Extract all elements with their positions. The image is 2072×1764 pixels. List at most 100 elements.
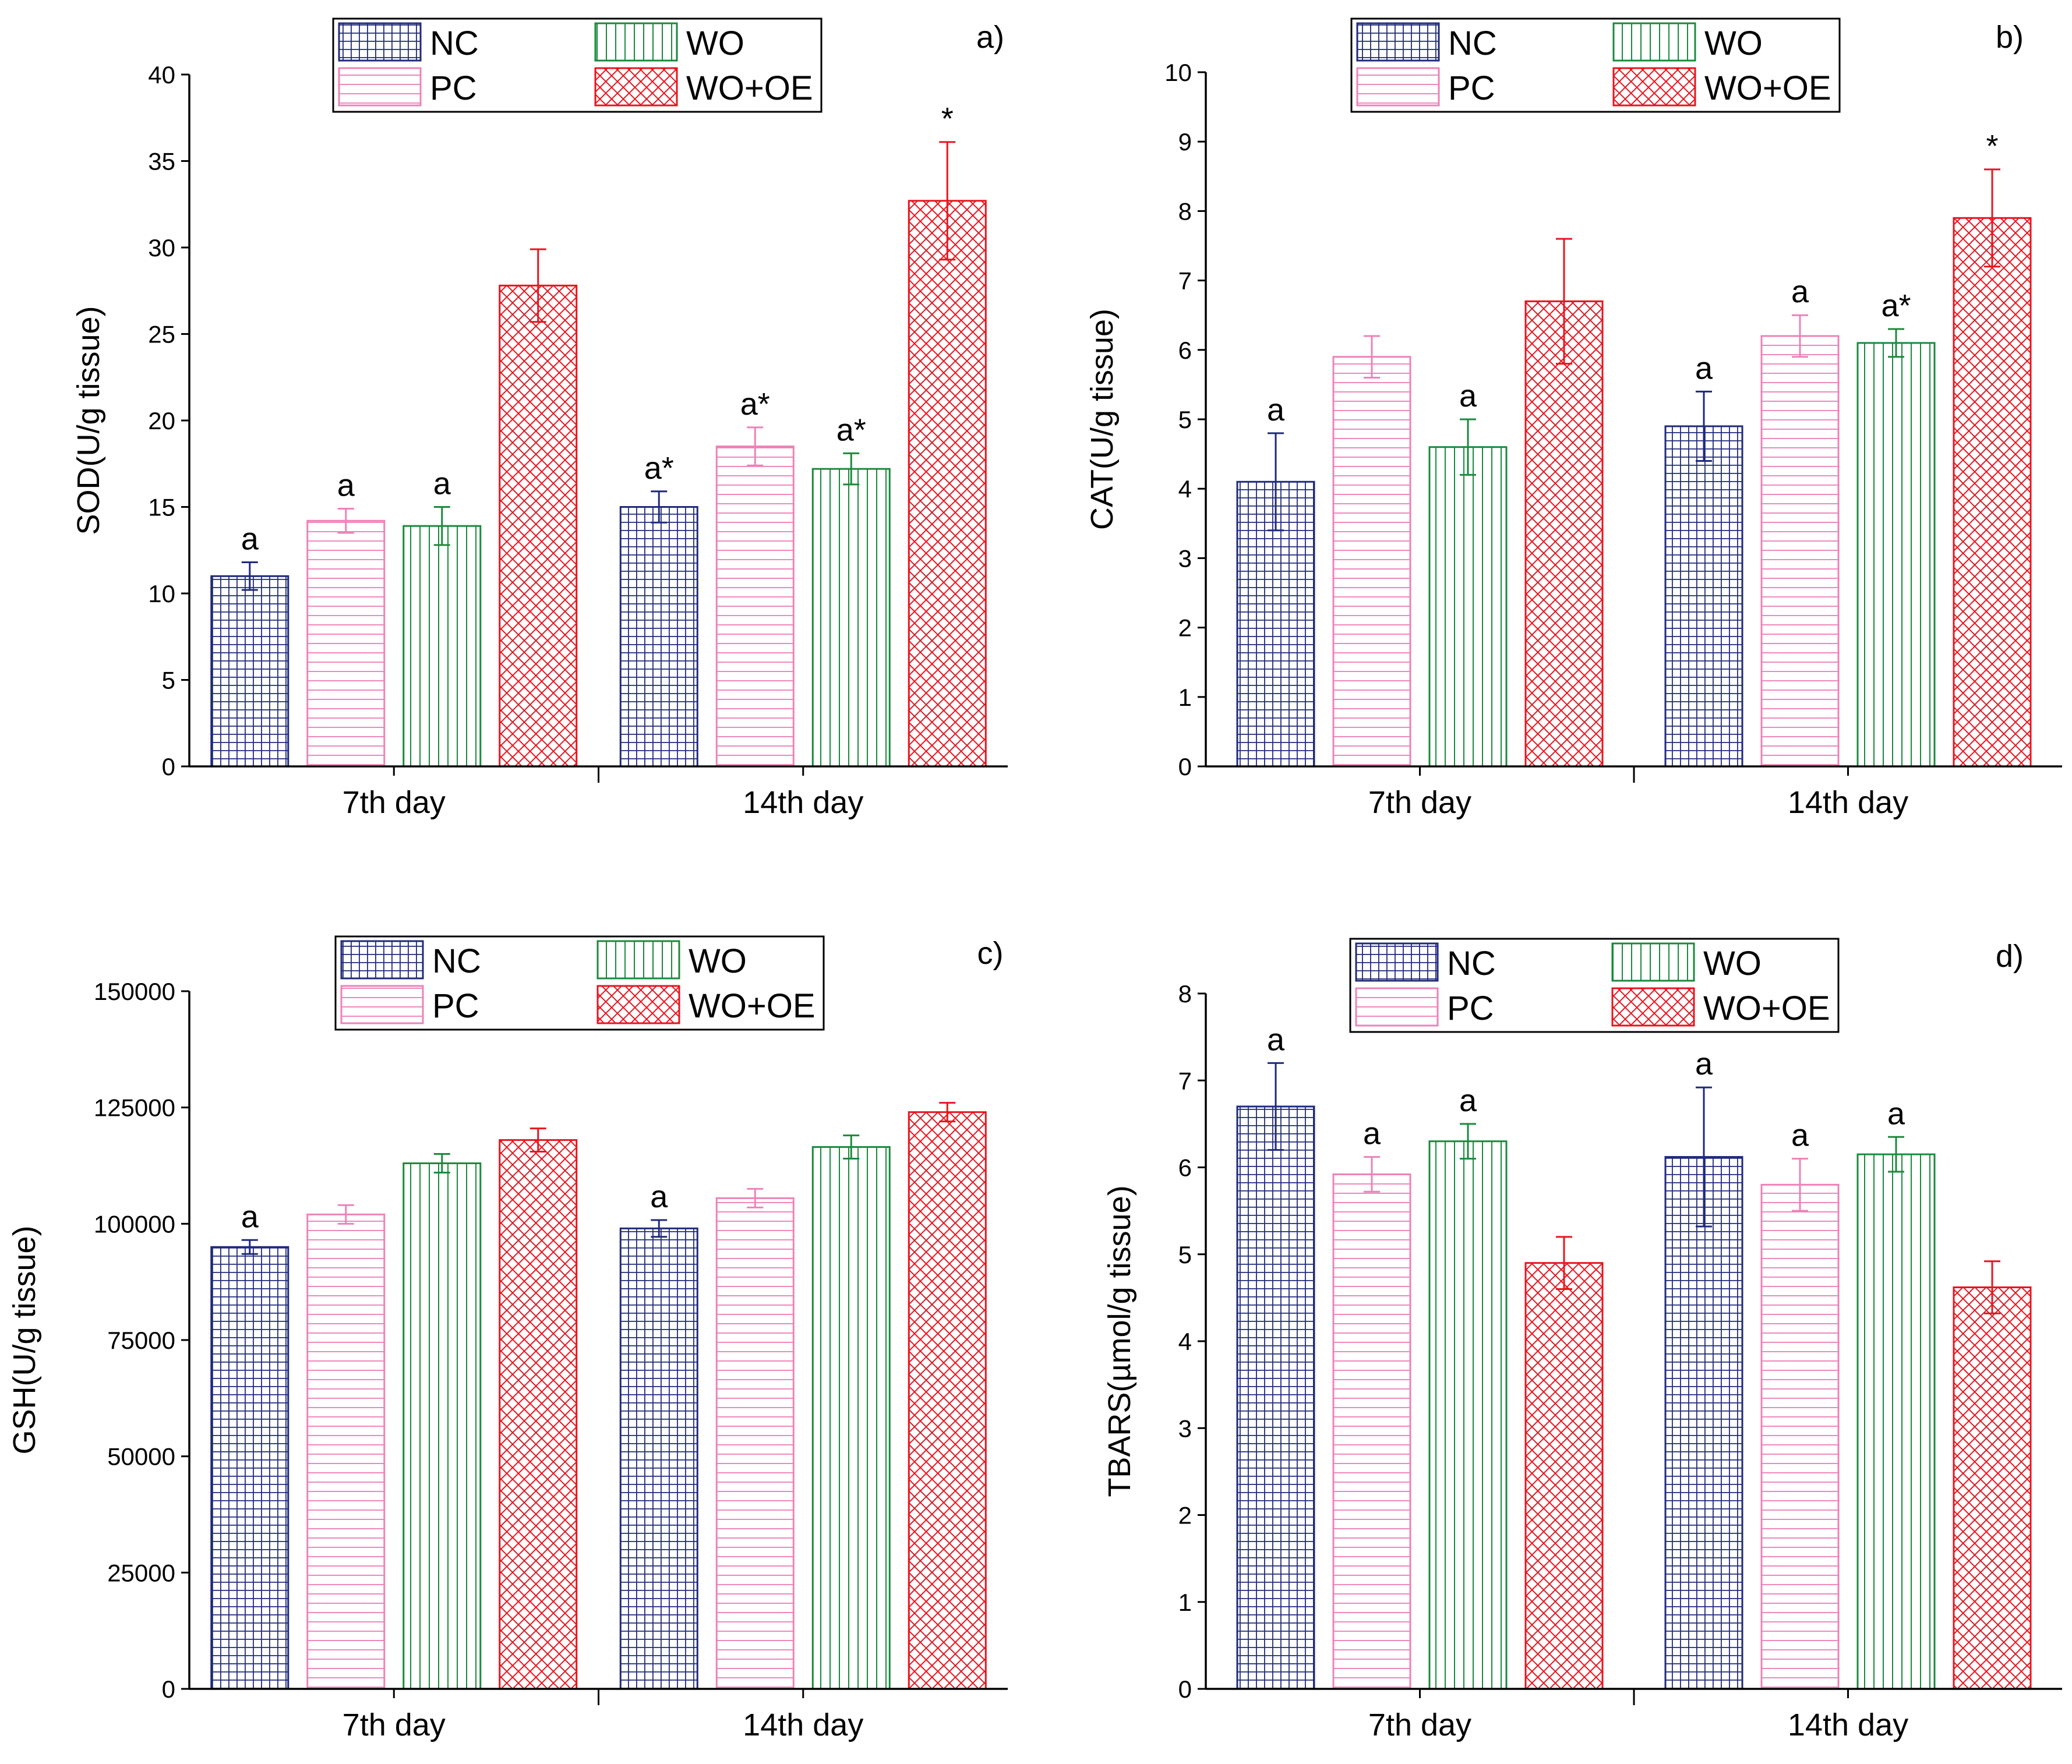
x-tick-label: 7th day — [1368, 785, 1471, 820]
y-tick-label: 30 — [148, 234, 175, 261]
significance-label: a* — [644, 451, 674, 486]
significance-label: a — [1695, 351, 1713, 386]
bar-wo-oe-7thday — [499, 284, 578, 768]
bar-pc-14thday — [1760, 1183, 1840, 1690]
legend-swatch-nc — [1355, 942, 1439, 982]
bar-pc-7thday — [306, 519, 386, 768]
y-tick-label: 10 — [148, 580, 175, 607]
legend-swatch-wo — [1611, 942, 1695, 982]
panel-label: c) — [977, 936, 1004, 971]
y-tick-label: 8 — [1178, 980, 1192, 1008]
y-tick-label: 4 — [1178, 1328, 1192, 1355]
bar-nc-7thday — [210, 1246, 290, 1690]
y-tick-label: 7 — [1178, 267, 1192, 295]
significance-label: a — [1267, 393, 1285, 427]
y-tick-label: 0 — [1178, 753, 1192, 780]
x-tick-label: 14th day — [1788, 785, 1908, 820]
bar-wo-oe-14thday — [1953, 217, 2032, 768]
bar-wo-7thday — [403, 525, 482, 768]
panel-label: d) — [1996, 939, 2024, 974]
significance-label: a — [1791, 1118, 1809, 1153]
legend-label-nc: NC — [1448, 24, 1497, 62]
legend-swatch-nc — [338, 22, 422, 62]
significance-label: a — [241, 522, 259, 557]
bar-wo-oe-7thday — [499, 1139, 578, 1690]
y-tick-label: 2 — [1178, 614, 1192, 642]
y-axis-title: SOD(U/g tissue) — [71, 306, 106, 535]
legend-swatch-wo-oe — [594, 67, 678, 107]
y-tick-label: 10 — [1164, 59, 1192, 86]
panel-label: a) — [976, 20, 1004, 55]
x-tick-label: 14th day — [743, 1708, 863, 1742]
significance-label: a — [1459, 1083, 1477, 1118]
y-tick-label: 50000 — [107, 1443, 175, 1470]
y-tick-label: 5 — [1178, 406, 1192, 433]
legend-label-wo: WO — [686, 24, 744, 62]
bar-wo-7thday — [403, 1162, 482, 1690]
legend-label-wo-oe: WO+OE — [1704, 69, 1831, 107]
legend-swatch-pc — [340, 985, 424, 1024]
bar-nc-14thday — [1664, 1156, 1743, 1690]
x-tick-label: 14th day — [1788, 1708, 1908, 1742]
y-tick-label: 3 — [1178, 545, 1192, 572]
bar-nc-14thday — [619, 506, 698, 768]
legend-swatch-wo-oe — [1612, 67, 1696, 107]
y-tick-label: 9 — [1178, 128, 1192, 155]
bar-wo-7thday — [1428, 1140, 1508, 1690]
y-tick-label: 4 — [1178, 475, 1192, 503]
y-tick-label: 3 — [1178, 1415, 1192, 1442]
y-tick-label: 40 — [148, 61, 175, 89]
bar-wo-oe-14thday — [908, 200, 987, 768]
legend-swatch-pc — [1356, 67, 1440, 107]
bar-wo-14thday — [811, 1146, 891, 1690]
legend-swatch-nc — [1356, 22, 1440, 62]
bar-pc-7thday — [306, 1213, 386, 1690]
y-tick-label: 6 — [1178, 1154, 1192, 1182]
x-tick-label: 7th day — [1368, 1708, 1471, 1742]
y-tick-label: 75000 — [107, 1327, 175, 1354]
y-axis-title: TBARS(µmol/g tissue) — [1102, 1185, 1137, 1497]
y-tick-label: 7 — [1178, 1067, 1192, 1094]
legend-swatch-pc — [338, 67, 422, 107]
y-tick-label: 2 — [1178, 1502, 1192, 1529]
legend-swatch-wo — [594, 22, 678, 62]
legend-label-wo-oe: WO+OE — [689, 987, 816, 1025]
legend-label-wo: WO — [1704, 24, 1763, 62]
y-tick-label: 25000 — [107, 1559, 175, 1586]
legend: NC WO PC WO+OE — [1349, 938, 1840, 1033]
significance-label: a — [1267, 1022, 1285, 1057]
significance-label: a — [1791, 274, 1809, 309]
y-tick-label: 35 — [148, 148, 175, 175]
legend-label-wo-oe: WO+OE — [1703, 989, 1830, 1027]
y-axis-title: GSH(U/g tissue) — [7, 1225, 42, 1454]
bar-pc-14thday — [715, 1197, 795, 1690]
bar-wo-14thday — [1856, 1153, 1936, 1690]
y-tick-label: 100000 — [94, 1210, 175, 1238]
y-tick-label: 15 — [148, 494, 175, 521]
y-tick-label: 150000 — [94, 978, 175, 1005]
y-axis-title: CAT(U/g tissue) — [1085, 309, 1120, 530]
legend-swatch-pc — [1355, 987, 1439, 1027]
legend-label-nc: NC — [1447, 945, 1496, 982]
chart-panel-b: 0 1 2 3 4 5 6 7 8 9 10 a a a a a* * 7th day 14th day CAT(U/… — [1085, 17, 2062, 820]
y-tick-label: 125000 — [94, 1094, 175, 1122]
bar-wo-7thday — [1428, 446, 1508, 768]
bar-nc-14thday — [1664, 425, 1743, 768]
bar-pc-14thday — [715, 446, 795, 768]
x-tick-label: 7th day — [343, 1708, 446, 1742]
y-tick-label: 6 — [1178, 337, 1192, 364]
y-tick-label: 1 — [1178, 1589, 1192, 1616]
legend-label-pc: PC — [1448, 69, 1495, 107]
significance-label: a — [241, 1199, 259, 1234]
bar-wo-oe-14thday — [908, 1111, 987, 1690]
legend-swatch-wo-oe — [596, 985, 680, 1024]
bar-wo-oe-14thday — [1953, 1286, 2032, 1690]
legend-label-wo: WO — [1703, 945, 1762, 982]
y-tick-label: 25 — [148, 321, 175, 348]
bar-wo-oe-7thday — [1524, 300, 1604, 768]
legend-swatch-wo — [1612, 22, 1696, 62]
legend-label-nc: NC — [432, 942, 481, 980]
x-tick-label: 14th day — [743, 785, 863, 820]
y-tick-label: 5 — [162, 667, 175, 694]
